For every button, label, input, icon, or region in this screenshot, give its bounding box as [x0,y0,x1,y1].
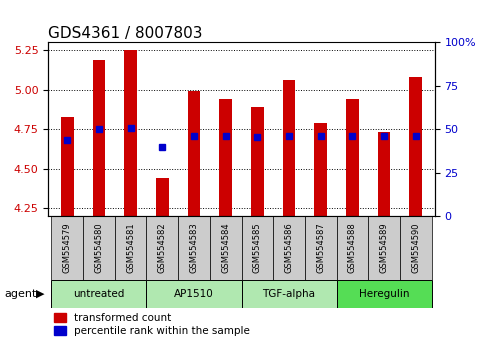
Text: TGF-alpha: TGF-alpha [262,289,315,299]
Text: GSM554587: GSM554587 [316,222,325,273]
Text: GSM554580: GSM554580 [95,222,103,273]
Bar [400,216,431,280]
Bar [314,123,327,216]
Bar [337,280,431,308]
Text: GSM554588: GSM554588 [348,222,357,273]
Bar [219,99,232,216]
Bar [346,99,359,216]
Bar [124,50,137,216]
Text: GSM554589: GSM554589 [380,222,388,273]
Text: Heregulin: Heregulin [359,289,409,299]
Legend: transformed count, percentile rank within the sample: transformed count, percentile rank withi… [54,313,250,336]
Bar [305,216,337,280]
Bar [93,60,105,216]
Bar [242,280,337,308]
Bar [146,216,178,280]
Bar [178,216,210,280]
Bar [368,216,400,280]
Bar [156,178,169,216]
Text: GSM554579: GSM554579 [63,222,72,273]
Text: GSM554581: GSM554581 [126,222,135,273]
Bar [378,132,390,216]
Bar [210,216,242,280]
Bar [283,80,295,216]
Bar [251,107,264,216]
Text: GSM554582: GSM554582 [158,222,167,273]
Text: agent: agent [5,289,37,299]
Bar [146,280,242,308]
Text: GSM554586: GSM554586 [284,222,294,273]
Text: GSM554585: GSM554585 [253,222,262,273]
Bar [52,280,146,308]
Bar [52,216,83,280]
Bar [242,216,273,280]
Bar [410,77,422,216]
Text: GSM554590: GSM554590 [411,223,420,273]
Text: GSM554583: GSM554583 [189,222,199,273]
Bar [115,216,146,280]
Text: GSM554584: GSM554584 [221,222,230,273]
Bar [337,216,368,280]
Bar [273,216,305,280]
Text: ▶: ▶ [36,289,45,299]
Text: AP1510: AP1510 [174,289,214,299]
Bar [83,216,115,280]
Bar [188,91,200,216]
Text: untreated: untreated [73,289,125,299]
Bar [61,116,73,216]
Text: GDS4361 / 8007803: GDS4361 / 8007803 [48,26,203,41]
